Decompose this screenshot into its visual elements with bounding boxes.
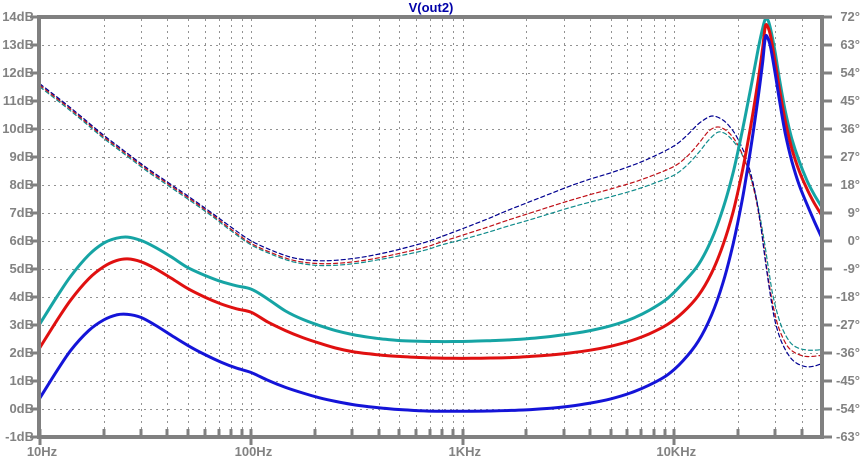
y-left-tick-label: 4dB bbox=[9, 289, 34, 304]
y-right-tick-label: 36° bbox=[840, 121, 860, 136]
y-left-tick-label: 3dB bbox=[9, 317, 34, 332]
y-right-tick-label: -54° bbox=[836, 401, 860, 416]
y-left-tick-label: 10dB bbox=[2, 121, 34, 136]
y-left-tick-label: 8dB bbox=[9, 177, 34, 192]
y-right-tick-label: 27° bbox=[840, 149, 860, 164]
trace-phase-blue-dashed[interactable] bbox=[40, 83, 822, 368]
y-right-tick-label: -36° bbox=[836, 345, 860, 360]
trace-magnitude-red[interactable] bbox=[40, 23, 822, 360]
trace-phase-teal-dashed[interactable] bbox=[40, 87, 822, 351]
y-right-tick-label: -18° bbox=[836, 289, 860, 304]
y-right-tick-label: 72° bbox=[840, 9, 860, 24]
y-left-tick-label: 14dB bbox=[2, 9, 34, 24]
trace-magnitude-teal[interactable] bbox=[40, 17, 822, 344]
x-tick-label: 10KHz bbox=[656, 444, 697, 459]
trace-magnitude-blue[interactable] bbox=[40, 34, 822, 413]
y-right-tick-label: -27° bbox=[836, 317, 860, 332]
tick-layer bbox=[30, 15, 832, 445]
y-right-tick-label: 18° bbox=[840, 177, 860, 192]
x-tick-label: 100Hz bbox=[234, 444, 273, 459]
y-right-tick-label: 54° bbox=[840, 65, 860, 80]
y-right-tick-label: -63° bbox=[836, 429, 860, 444]
x-tick-label: 10Hz bbox=[26, 444, 58, 459]
x-tick-label: 1KHz bbox=[448, 444, 482, 459]
y-left-tick-label: 0dB bbox=[9, 401, 34, 416]
y-left-tick-label: 7dB bbox=[9, 205, 34, 220]
y-left-tick-label: 11dB bbox=[2, 93, 34, 108]
y-right-tick-label: -9° bbox=[843, 261, 860, 276]
y-left-tick-label: 2dB bbox=[9, 345, 34, 360]
y-left-tick-label: 6dB bbox=[9, 233, 34, 248]
y-left-tick-label: 1dB bbox=[9, 373, 34, 388]
trace-title[interactable]: V(out2) bbox=[408, 0, 454, 15]
y-left-tick-label: 12dB bbox=[2, 65, 34, 80]
grid-layer bbox=[42, 19, 820, 435]
axes-frame bbox=[37, 15, 824, 439]
y-left-tick-label: 5dB bbox=[9, 261, 34, 276]
y-right-tick-label: 0° bbox=[847, 233, 860, 248]
y-right-tick-label: 9° bbox=[847, 205, 860, 220]
y-right-tick-label: 63° bbox=[840, 37, 860, 52]
y-left-tick-label: 9dB bbox=[9, 149, 34, 164]
y-left-tick-label: 13dB bbox=[2, 37, 34, 52]
trace-layer bbox=[40, 17, 822, 413]
y-right-tick-label: 45° bbox=[840, 93, 860, 108]
y-right-tick-label: -45° bbox=[836, 373, 860, 388]
y-left-tick-label: -1dB bbox=[5, 429, 34, 444]
trace-phase-red-dashed[interactable] bbox=[40, 85, 822, 358]
